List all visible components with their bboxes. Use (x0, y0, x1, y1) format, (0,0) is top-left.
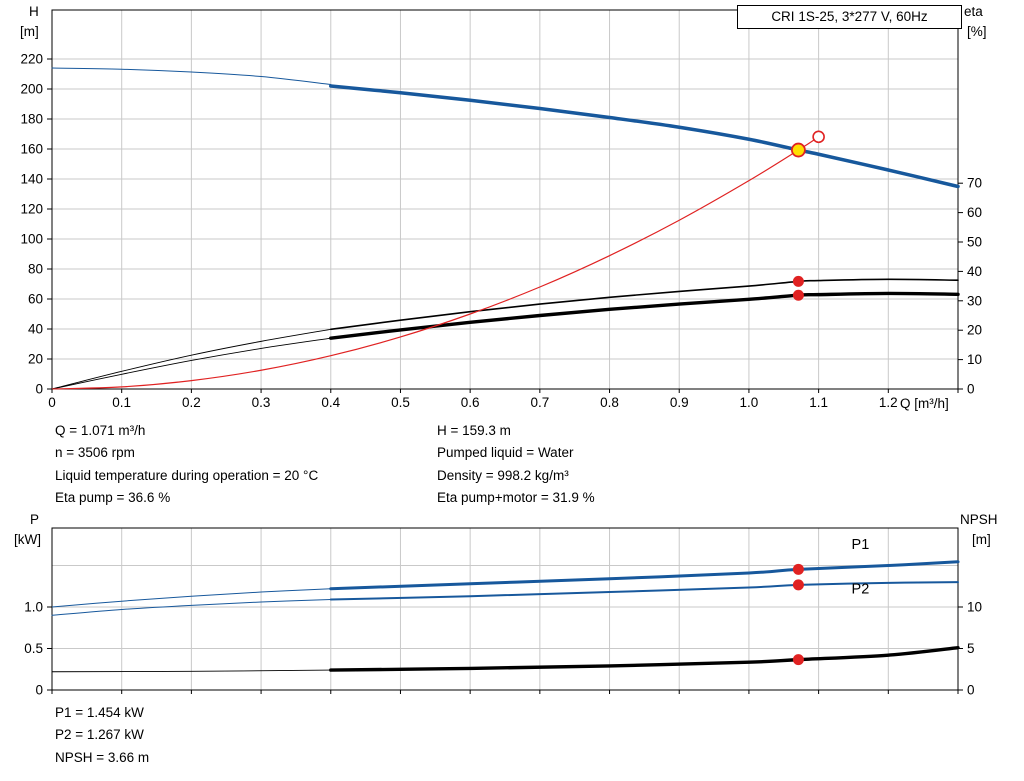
left-tick-label: 180 (20, 112, 43, 127)
p2-label: P2 (852, 582, 870, 598)
pump-title-box: CRI 1S-25, 3*277 V, 60Hz (737, 5, 962, 29)
right-tick-label: 70 (967, 176, 982, 191)
eta-pump-motor-curve-thin (51, 337, 332, 390)
p-axis-unit: [kW] (14, 532, 41, 547)
h-axis-unit: [m] (20, 24, 39, 39)
left-tick-label: 1.0 (24, 600, 43, 615)
right-tick-label: 5 (967, 641, 975, 656)
p2-curve-thin (51, 599, 332, 616)
info-pumped-liquid: Pumped liquid = Water (437, 445, 574, 461)
npsh-curve (329, 645, 960, 672)
eta-pump-curve-thin (51, 328, 332, 390)
npsh-curve-thin (51, 669, 332, 673)
right-tick-label: 10 (967, 352, 982, 367)
left-tick-label: 200 (20, 82, 43, 97)
h-axis-name: H (29, 4, 39, 19)
eta-pump-motor-point (792, 289, 804, 301)
duty-info-right-column: H = 159.3 m Pumped liquid = Water Densit… (437, 420, 595, 509)
left-tick-label: 40 (28, 322, 43, 337)
head-curve-thin (51, 67, 332, 85)
info-eta-total: Eta pump+motor = 31.9 % (437, 489, 595, 505)
left-tick-label: 160 (20, 142, 43, 157)
right-tick-label: 10 (967, 600, 982, 615)
p1-curve-thin (51, 588, 332, 608)
left-tick-label: 0 (35, 382, 43, 397)
plot-frame (51, 9, 959, 390)
x-tick-label: 0.8 (600, 395, 619, 410)
right-tick-label: 40 (967, 264, 982, 279)
duty-info-left-column: Q = 1.071 m³/h n = 3506 rpm Liquid tempe… (55, 420, 318, 509)
info-npsh: NPSH = 3.66 m (55, 749, 150, 765)
npsh-axis-unit: [m] (972, 532, 991, 547)
p1-curve (329, 560, 960, 591)
right-tick-label: 0 (967, 382, 975, 397)
left-tick-label: 0 (35, 683, 43, 698)
x-tick-label: 0.5 (391, 395, 410, 410)
right-tick-label: 20 (967, 323, 982, 338)
plot-frame (51, 527, 959, 691)
eta-axis-name: eta (964, 4, 983, 19)
x-tick-label: 1.1 (809, 395, 828, 410)
info-flow: Q = 1.071 m³/h (55, 423, 146, 438)
eta-pump-motor-curve (329, 291, 960, 340)
x-tick-label: 0.2 (182, 395, 201, 410)
left-tick-label: 20 (28, 352, 43, 367)
duty-point (791, 142, 806, 158)
info-head: H = 159.3 m (437, 423, 511, 438)
info-eta-pump: Eta pump = 36.6 % (55, 489, 171, 505)
p2-point (792, 579, 804, 591)
head-curve (329, 84, 960, 189)
npsh-point (792, 654, 804, 666)
left-tick-label: 80 (28, 262, 43, 277)
info-p1: P1 = 1.454 kW (55, 705, 144, 720)
right-tick-label: 60 (967, 205, 982, 220)
p1-label: P1 (852, 537, 870, 553)
p-axis-name: P (30, 512, 40, 527)
x-tick-label: 0.7 (530, 395, 549, 410)
left-tick-label: 120 (20, 202, 43, 217)
right-tick-label: 0 (967, 683, 975, 698)
info-density: Density = 998.2 kg/m³ (437, 467, 569, 483)
x-tick-label: 1.2 (879, 395, 898, 410)
x-tick-label: 0.1 (112, 395, 131, 410)
x-tick-label: 0.6 (461, 395, 480, 410)
x-tick-label: 0.3 (252, 395, 271, 410)
x-tick-label: 0.9 (670, 395, 689, 410)
eta-pump-point (792, 275, 804, 287)
eta-axis-unit: [%] (967, 24, 987, 39)
right-tick-label: 30 (967, 293, 982, 308)
left-tick-label: 220 (20, 52, 43, 67)
left-tick-label: 60 (28, 292, 43, 307)
requested-duty-point (812, 130, 825, 144)
x-tick-label: 0 (48, 395, 56, 410)
left-tick-label: 140 (20, 172, 43, 187)
p2-curve (329, 581, 959, 601)
left-tick-label: 100 (20, 232, 43, 247)
system-curve (51, 136, 820, 390)
info-temperature: Liquid temperature during operation = 20… (55, 467, 319, 483)
power-info-column: P1 = 1.454 kW P2 = 1.267 kW NPSH = 3.66 … (55, 702, 149, 769)
q-axis-label: Q [m³/h] (900, 396, 949, 411)
x-tick-label: 0.4 (321, 395, 340, 410)
info-speed: n = 3506 rpm (55, 445, 135, 461)
x-tick-label: 1.0 (740, 395, 759, 410)
p1-point (792, 563, 804, 575)
info-p2: P2 = 1.267 kW (55, 727, 144, 743)
eta-pump-curve (329, 278, 959, 331)
right-tick-label: 50 (967, 235, 982, 250)
npsh-axis-name: NPSH (960, 512, 998, 527)
left-tick-label: 0.5 (24, 641, 43, 656)
